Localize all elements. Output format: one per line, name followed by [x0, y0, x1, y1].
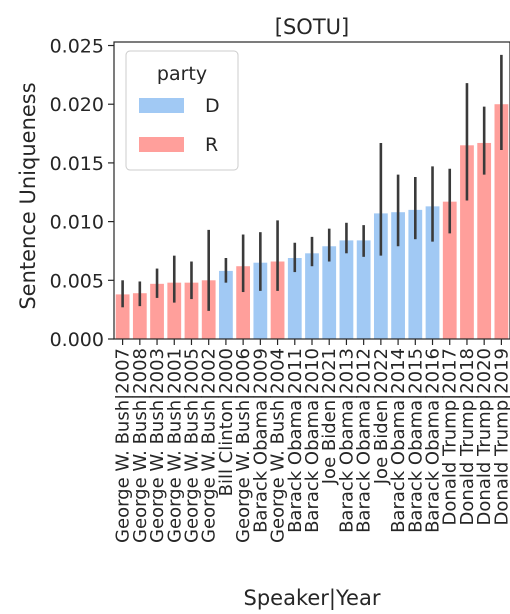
y-tick-label: 0.020	[50, 94, 104, 116]
bar	[184, 282, 199, 339]
x-axis-label: Speaker|Year	[244, 586, 381, 611]
x-tick-label: Barack Obama|2013	[336, 348, 357, 533]
bar	[270, 261, 285, 339]
bar	[219, 270, 233, 339]
x-tick-label: George W. Bush|2001	[164, 348, 185, 543]
bar	[322, 246, 337, 339]
x-tick-label: George W. Bush|2006	[233, 348, 254, 543]
x-tick-label: George W. Bush|2003	[147, 348, 168, 543]
x-tick-label: Joe Biden|2022	[371, 348, 392, 485]
bar	[167, 282, 182, 339]
x-tick-label: George W. Bush|2005	[181, 348, 202, 543]
x-tick-label: George W. Bush|2007	[113, 348, 134, 543]
bar	[477, 142, 492, 339]
legend-swatch-d	[139, 98, 184, 113]
x-tick-label: Donald Trump|2019	[491, 348, 510, 525]
legend-label-d: D	[205, 95, 220, 117]
x-tick-label: Barack Obama|2011	[285, 348, 306, 533]
x-tick-label: Barack Obama|2010	[302, 348, 323, 533]
bar	[494, 104, 509, 339]
y-tick-label: 0.005	[50, 270, 104, 292]
x-tick-label: Donald Trump|2018	[457, 348, 478, 525]
bar	[236, 266, 251, 339]
x-tick-label: Barack Obama|2012	[354, 348, 375, 533]
y-tick-label: 0.015	[50, 153, 104, 175]
legend: party D R	[125, 50, 239, 171]
x-tick-label: George W. Bush|2002	[199, 348, 220, 543]
bar	[391, 212, 405, 339]
x-tick-label: Donald Trump|2017	[440, 348, 461, 525]
error-bars-group	[121, 54, 503, 311]
x-tick-label: Donald Trump|2020	[474, 348, 495, 525]
bars-group	[115, 104, 509, 339]
bar	[339, 240, 354, 339]
bar	[253, 262, 268, 339]
bar	[460, 145, 474, 339]
y-tick-label: 0.025	[50, 36, 104, 58]
plot-frame	[113, 41, 510, 340]
x-tick-label: Bill Clinton|2000	[216, 348, 237, 496]
x-tick-label: George W. Bush|2008	[130, 348, 151, 543]
y-tick-label: 0.010	[50, 212, 104, 234]
y-tick-label: 0.000	[50, 329, 104, 351]
bar	[305, 253, 319, 339]
bar	[356, 240, 371, 339]
x-tick-label: Barack Obama|2016	[423, 348, 444, 533]
bar	[132, 293, 147, 339]
bar	[408, 209, 423, 339]
bar	[287, 258, 302, 339]
y-axis-ticks: 0.000 0.005 0.010 0.015 0.020 0.025	[50, 36, 114, 351]
bar	[442, 201, 457, 339]
legend-title: party	[157, 63, 207, 85]
bar	[373, 213, 388, 339]
bar	[425, 206, 440, 339]
x-tick-label: Barack Obama|2014	[388, 348, 409, 533]
legend-swatch-r	[139, 137, 184, 152]
bar	[150, 283, 164, 339]
bar	[115, 294, 130, 339]
legend-label-r: R	[205, 134, 218, 156]
x-tick-label: Barack Obama|2009	[250, 348, 271, 533]
x-tick-label: George W. Bush|2004	[268, 348, 289, 543]
x-tick-label: Joe Biden|2021	[319, 348, 340, 485]
chart-title: [SOTU]	[275, 15, 349, 39]
y-axis-label: Sentence Uniqueness	[16, 82, 40, 309]
x-tick-label: Barack Obama|2015	[405, 348, 426, 533]
